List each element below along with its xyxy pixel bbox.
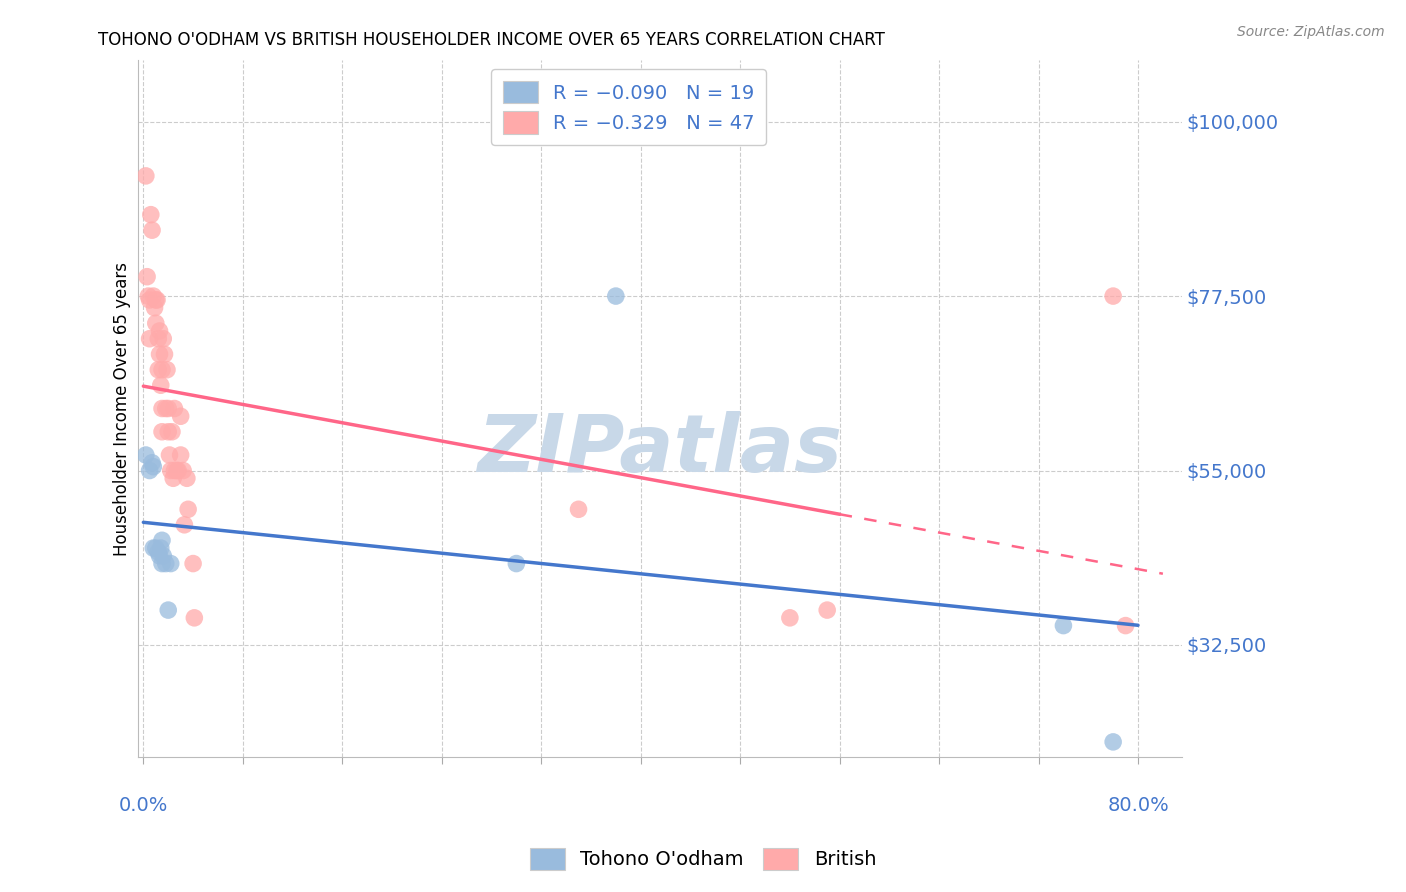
Point bbox=[166, 463, 188, 477]
Point bbox=[148, 332, 170, 346]
Point bbox=[149, 541, 172, 555]
Text: 80.0%: 80.0% bbox=[1107, 797, 1168, 815]
Text: 0.0%: 0.0% bbox=[118, 797, 169, 815]
Point bbox=[152, 549, 174, 563]
Point bbox=[183, 611, 205, 625]
Point bbox=[142, 459, 165, 474]
Point bbox=[148, 545, 170, 559]
Point bbox=[1115, 618, 1137, 632]
Point bbox=[138, 463, 160, 477]
Point bbox=[146, 293, 169, 307]
Y-axis label: Householder Income Over 65 years: Householder Income Over 65 years bbox=[114, 261, 131, 556]
Point bbox=[157, 401, 180, 416]
Point bbox=[172, 463, 194, 477]
Point bbox=[779, 611, 801, 625]
Point bbox=[143, 301, 166, 315]
Point bbox=[135, 169, 157, 183]
Text: ZIPatlas: ZIPatlas bbox=[478, 411, 842, 490]
Text: TOHONO O'ODHAM VS BRITISH HOUSEHOLDER INCOME OVER 65 YEARS CORRELATION CHART: TOHONO O'ODHAM VS BRITISH HOUSEHOLDER IN… bbox=[98, 31, 886, 49]
Point bbox=[1102, 735, 1125, 749]
Point bbox=[141, 223, 163, 237]
Point bbox=[145, 293, 167, 307]
Point bbox=[150, 425, 173, 439]
Point bbox=[163, 401, 186, 416]
Point bbox=[177, 502, 200, 516]
Point bbox=[141, 456, 163, 470]
Point bbox=[148, 324, 170, 338]
Point bbox=[145, 316, 167, 330]
Point bbox=[138, 289, 160, 303]
Point bbox=[163, 463, 186, 477]
Point bbox=[181, 557, 204, 571]
Point bbox=[169, 409, 191, 424]
Point bbox=[150, 533, 173, 548]
Point bbox=[173, 517, 195, 532]
Point bbox=[148, 347, 170, 361]
Point bbox=[1052, 618, 1074, 632]
Legend: Tohono O'odham, British: Tohono O'odham, British bbox=[522, 839, 884, 878]
Point bbox=[149, 378, 172, 392]
Point bbox=[815, 603, 838, 617]
Point bbox=[153, 347, 176, 361]
Point bbox=[162, 471, 184, 485]
Legend: R = −0.090   N = 19, R = −0.329   N = 47: R = −0.090 N = 19, R = −0.329 N = 47 bbox=[491, 70, 766, 145]
Point bbox=[135, 448, 157, 462]
Point bbox=[138, 332, 160, 346]
Point bbox=[155, 401, 177, 416]
Point bbox=[605, 289, 627, 303]
Point bbox=[169, 448, 191, 462]
Point bbox=[145, 541, 167, 555]
Point bbox=[136, 269, 159, 284]
Point bbox=[138, 293, 160, 307]
Point bbox=[159, 448, 181, 462]
Point bbox=[567, 502, 589, 516]
Point bbox=[148, 549, 170, 563]
Point bbox=[150, 557, 173, 571]
Point bbox=[150, 363, 173, 377]
Point bbox=[159, 557, 181, 571]
Point bbox=[148, 363, 170, 377]
Point bbox=[142, 289, 165, 303]
Point bbox=[160, 425, 183, 439]
Point bbox=[142, 541, 165, 555]
Text: Source: ZipAtlas.com: Source: ZipAtlas.com bbox=[1237, 25, 1385, 39]
Point bbox=[176, 471, 198, 485]
Point bbox=[505, 557, 527, 571]
Point bbox=[167, 463, 190, 477]
Point bbox=[159, 463, 181, 477]
Point bbox=[155, 557, 177, 571]
Point bbox=[139, 208, 162, 222]
Point bbox=[156, 363, 179, 377]
Point bbox=[157, 425, 180, 439]
Point bbox=[152, 332, 174, 346]
Point bbox=[157, 603, 180, 617]
Point bbox=[150, 401, 173, 416]
Point bbox=[1102, 289, 1125, 303]
